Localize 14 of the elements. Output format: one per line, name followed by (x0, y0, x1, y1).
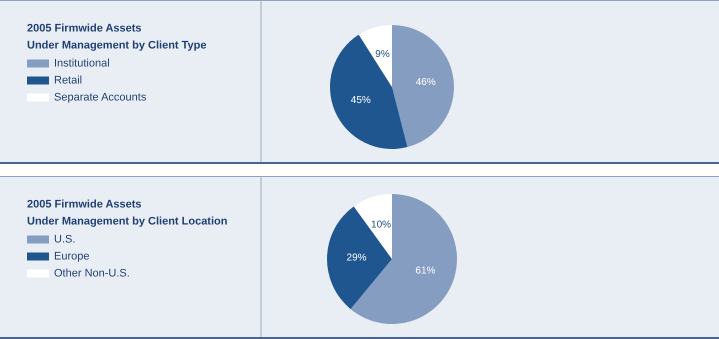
data-label: 61% (415, 266, 436, 277)
legend-label: Europe (54, 250, 90, 262)
legend-label: Separate Accounts (54, 92, 147, 104)
data-label: 45% (350, 95, 371, 106)
data-label: 46% (416, 77, 436, 88)
data-label: 29% (346, 252, 367, 264)
text: 2005 Firmwide Assets Under Management by Client Location (27, 198, 228, 228)
data-label: 9% (375, 48, 390, 60)
legend-label: Other Non-U.S. (54, 268, 130, 280)
legend-label: Institutional (54, 58, 110, 70)
legend-label: Retail (54, 74, 82, 86)
legend-label: U.S. (54, 234, 76, 246)
data-label: 10% (371, 220, 392, 231)
text: 2005 Firmwide Assets Under Management by Client Type (27, 22, 206, 52)
